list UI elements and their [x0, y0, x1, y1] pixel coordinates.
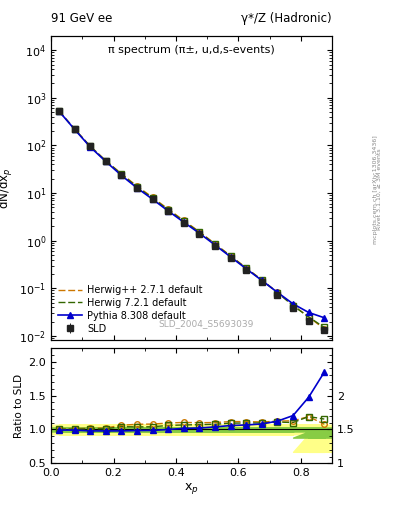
Pythia 8.308 default — [182, 219, 186, 225]
Legend: Herwig++ 2.7.1 default, Herwig 7.2.1 default, Pythia 8.308 default, SLD: Herwig++ 2.7.1 default, Herwig 7.2.1 def… — [56, 283, 204, 336]
Herwig 7.2.1 default — [322, 325, 327, 331]
Herwig++ 2.7.1 default — [259, 277, 264, 283]
Text: mcplots.cern.ch [arXiv:1306.3436]: mcplots.cern.ch [arXiv:1306.3436] — [373, 135, 378, 244]
Herwig++ 2.7.1 default — [57, 108, 61, 114]
Pythia 8.308 default — [57, 108, 61, 114]
Pythia 8.308 default — [103, 158, 108, 164]
X-axis label: x$_p$: x$_p$ — [184, 481, 199, 496]
Herwig++ 2.7.1 default — [134, 183, 139, 189]
Herwig 7.2.1 default — [259, 277, 264, 283]
Herwig 7.2.1 default — [291, 303, 296, 309]
Herwig++ 2.7.1 default — [150, 195, 155, 201]
Herwig 7.2.1 default — [88, 143, 92, 150]
Herwig++ 2.7.1 default — [244, 265, 249, 271]
Herwig++ 2.7.1 default — [275, 289, 280, 295]
Herwig 7.2.1 default — [182, 218, 186, 224]
Pythia 8.308 default — [322, 315, 327, 321]
Herwig++ 2.7.1 default — [291, 302, 296, 308]
Herwig++ 2.7.1 default — [119, 170, 124, 177]
Herwig++ 2.7.1 default — [197, 229, 202, 235]
Herwig 7.2.1 default — [228, 253, 233, 259]
Herwig 7.2.1 default — [72, 126, 77, 132]
Herwig 7.2.1 default — [197, 229, 202, 236]
Text: γ*/Z (Hadronic): γ*/Z (Hadronic) — [241, 12, 332, 25]
Herwig 7.2.1 default — [213, 241, 217, 247]
Pythia 8.308 default — [166, 208, 171, 214]
Herwig++ 2.7.1 default — [88, 143, 92, 149]
Herwig++ 2.7.1 default — [228, 253, 233, 259]
Pythia 8.308 default — [244, 266, 249, 272]
Line: Herwig 7.2.1 default: Herwig 7.2.1 default — [59, 111, 324, 328]
Herwig 7.2.1 default — [103, 158, 108, 164]
Herwig 7.2.1 default — [134, 184, 139, 190]
Herwig 7.2.1 default — [57, 108, 61, 114]
Herwig 7.2.1 default — [119, 171, 124, 177]
Pythia 8.308 default — [150, 196, 155, 202]
Pythia 8.308 default — [228, 254, 233, 260]
Line: Herwig++ 2.7.1 default: Herwig++ 2.7.1 default — [59, 111, 324, 329]
Text: π spectrum (π±, u,d,s-events): π spectrum (π±, u,d,s-events) — [108, 45, 275, 55]
Herwig 7.2.1 default — [244, 265, 249, 271]
Pythia 8.308 default — [88, 144, 92, 150]
Pythia 8.308 default — [275, 289, 280, 295]
Line: Pythia 8.308 default: Pythia 8.308 default — [55, 108, 328, 321]
Herwig 7.2.1 default — [306, 314, 311, 320]
Pythia 8.308 default — [119, 172, 124, 178]
Pythia 8.308 default — [213, 242, 217, 248]
Pythia 8.308 default — [291, 301, 296, 307]
Herwig++ 2.7.1 default — [103, 158, 108, 164]
Text: 91 GeV ee: 91 GeV ee — [51, 12, 112, 25]
Pythia 8.308 default — [259, 278, 264, 284]
Y-axis label: dN/dx$_p$: dN/dx$_p$ — [0, 167, 15, 209]
Herwig++ 2.7.1 default — [166, 206, 171, 212]
Pythia 8.308 default — [306, 309, 311, 315]
Herwig++ 2.7.1 default — [306, 314, 311, 320]
Pythia 8.308 default — [197, 230, 202, 237]
Herwig 7.2.1 default — [275, 289, 280, 295]
Herwig 7.2.1 default — [150, 195, 155, 201]
Y-axis label: Ratio to SLD: Ratio to SLD — [14, 374, 24, 438]
Herwig 7.2.1 default — [166, 207, 171, 213]
Pythia 8.308 default — [72, 126, 77, 133]
Herwig++ 2.7.1 default — [72, 126, 77, 132]
Text: SLD_2004_S5693039: SLD_2004_S5693039 — [158, 319, 253, 328]
Text: Rivet 3.1.10, ≥ 3M events: Rivet 3.1.10, ≥ 3M events — [377, 148, 382, 230]
Pythia 8.308 default — [134, 185, 139, 191]
Herwig++ 2.7.1 default — [182, 218, 186, 224]
Herwig++ 2.7.1 default — [322, 326, 327, 332]
Herwig++ 2.7.1 default — [213, 241, 217, 247]
